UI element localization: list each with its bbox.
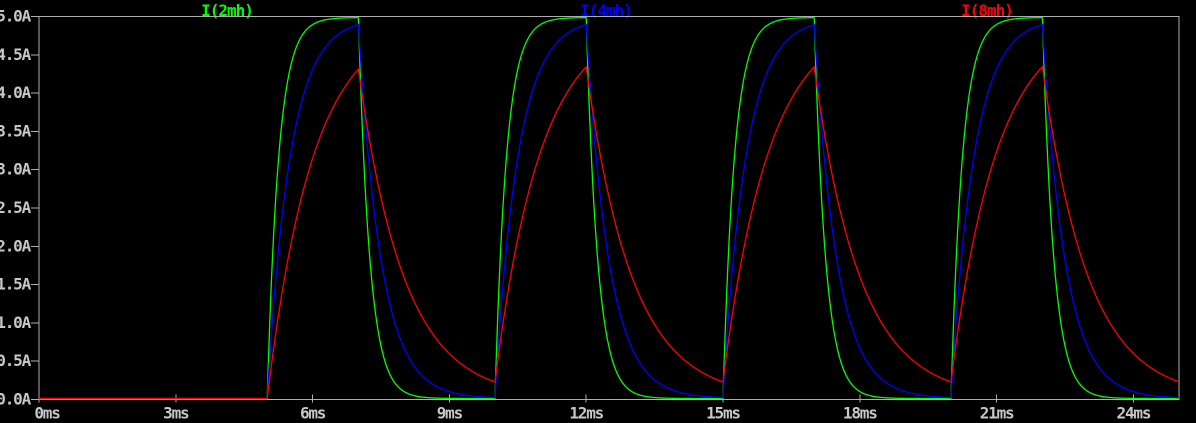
x-axis-tick-label: 18ms xyxy=(843,404,877,423)
x-axis-tick-label: 0ms xyxy=(34,404,60,423)
x-axis-tick-label: 21ms xyxy=(980,404,1014,423)
x-axis-tick-label: 12ms xyxy=(569,404,603,423)
plot-border xyxy=(38,16,1180,400)
x-axis-tick-label: 3ms xyxy=(163,404,189,423)
trace-label-i4mh[interactable]: I(4mh) xyxy=(580,1,633,20)
trace-label-i8mh[interactable]: I(8mh) xyxy=(961,1,1014,20)
y-axis-tick-label: 5.0A xyxy=(0,7,32,26)
y-axis-tick-label: 1.0A xyxy=(0,313,32,332)
trace-i2mh[interactable] xyxy=(38,16,1180,400)
y-axis-tick-label: 4.5A xyxy=(0,45,32,64)
y-axis-tick-label: 0.0A xyxy=(0,390,32,409)
trace-i8mh[interactable] xyxy=(38,65,1180,400)
y-axis-tick-label: 4.0A xyxy=(0,83,32,102)
y-axis-tick-label: 3.5A xyxy=(0,121,32,140)
x-axis-tick-label: 6ms xyxy=(300,404,326,423)
x-axis-tick-label: 15ms xyxy=(706,404,740,423)
trace-i4mh[interactable] xyxy=(38,23,1180,400)
x-axis-tick-label: 9ms xyxy=(437,404,463,423)
y-axis-tick-label: 1.5A xyxy=(0,275,32,294)
y-axis-tick-label: 3.0A xyxy=(0,160,32,179)
y-axis-tick-label: 2.0A xyxy=(0,236,32,255)
y-axis-tick-label: 2.5A xyxy=(0,198,32,217)
y-axis-tick-label: 0.5A xyxy=(0,351,32,370)
x-axis-tick-label: 24ms xyxy=(1117,404,1151,423)
trace-label-i2mh[interactable]: I(2mh) xyxy=(201,1,254,20)
